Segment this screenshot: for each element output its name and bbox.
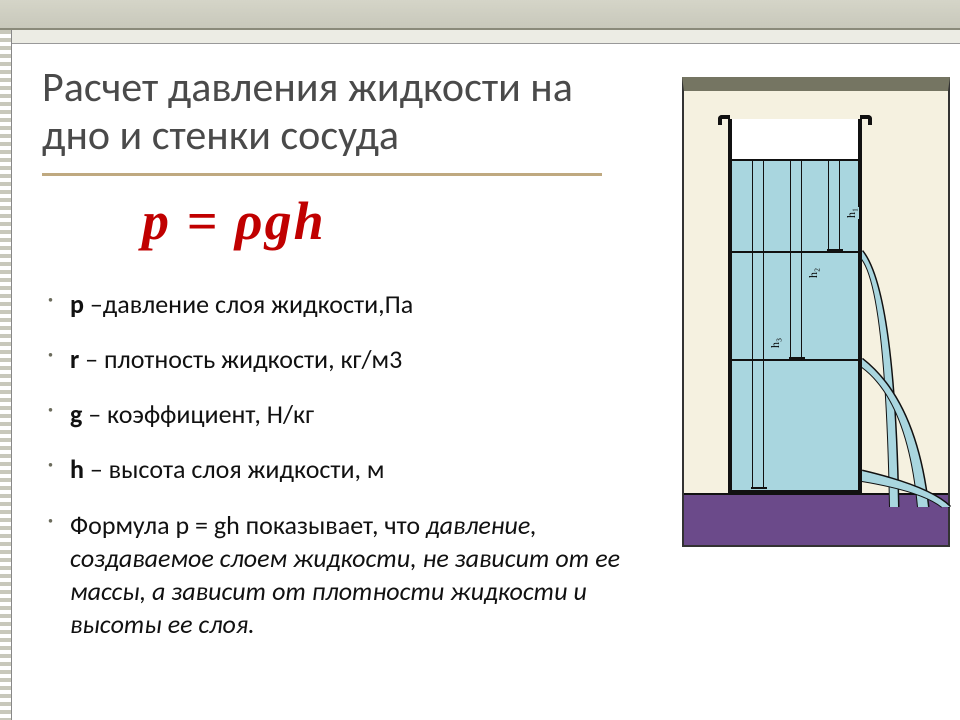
conclusion-item: Формула p = gh показывает, что давление,… (48, 509, 678, 642)
symbol-h: h (70, 453, 84, 485)
title-line-2: дно и стенки сосуда (42, 110, 399, 161)
beaker: h₁ h₂ h₃ (728, 119, 862, 495)
dimension-label-h3: h₃ (768, 336, 783, 348)
conclusion-prefix: Формула p = gh показывает, что (70, 509, 426, 541)
symbol-p: p (70, 288, 84, 320)
dimension-h3 (752, 159, 764, 489)
layer-divider-2 (732, 359, 858, 361)
definition-item: p –давление слоя жидкости,Па (48, 288, 678, 321)
def-text: – плотность жидкости, кг/м3 (79, 343, 402, 375)
title-line-1: Расчет давления жидкости на (42, 62, 573, 113)
slide-side-strip (0, 30, 12, 720)
left-column: p = ρgh p –давление слоя жидкости,Па r –… (42, 167, 688, 664)
diagram-base (684, 493, 948, 545)
definition-item: r – плотность жидкости, кг/м3 (48, 343, 678, 376)
dimension-label-h2: h₂ (806, 266, 821, 278)
slide-top-bar (0, 0, 960, 30)
main-formula: p = ρgh (42, 190, 678, 252)
dimension-label-h1: h₁ (844, 206, 859, 218)
slide-content: Расчет давления жидкости на дно и стенки… (12, 44, 960, 720)
definitions-list: p –давление слоя жидкости,Па r – плотнос… (42, 288, 678, 642)
def-text: –давление слоя жидкости,Па (84, 288, 413, 320)
symbol-rho: r (70, 343, 79, 375)
dimension-h2 (790, 159, 802, 359)
slide-top-bar-2 (0, 30, 960, 44)
def-text: – коэффициент, Н/кг (82, 398, 314, 430)
def-text: – высота слоя жидкости, м (84, 453, 385, 485)
pressure-diagram: h₁ h₂ h₃ (682, 77, 950, 547)
dimension-h1 (828, 159, 840, 251)
symbol-g: g (70, 398, 82, 430)
title-underline (42, 173, 602, 176)
definition-item: g – коэффициент, Н/кг (48, 398, 678, 431)
definition-item: h – высота слоя жидкости, м (48, 453, 678, 486)
